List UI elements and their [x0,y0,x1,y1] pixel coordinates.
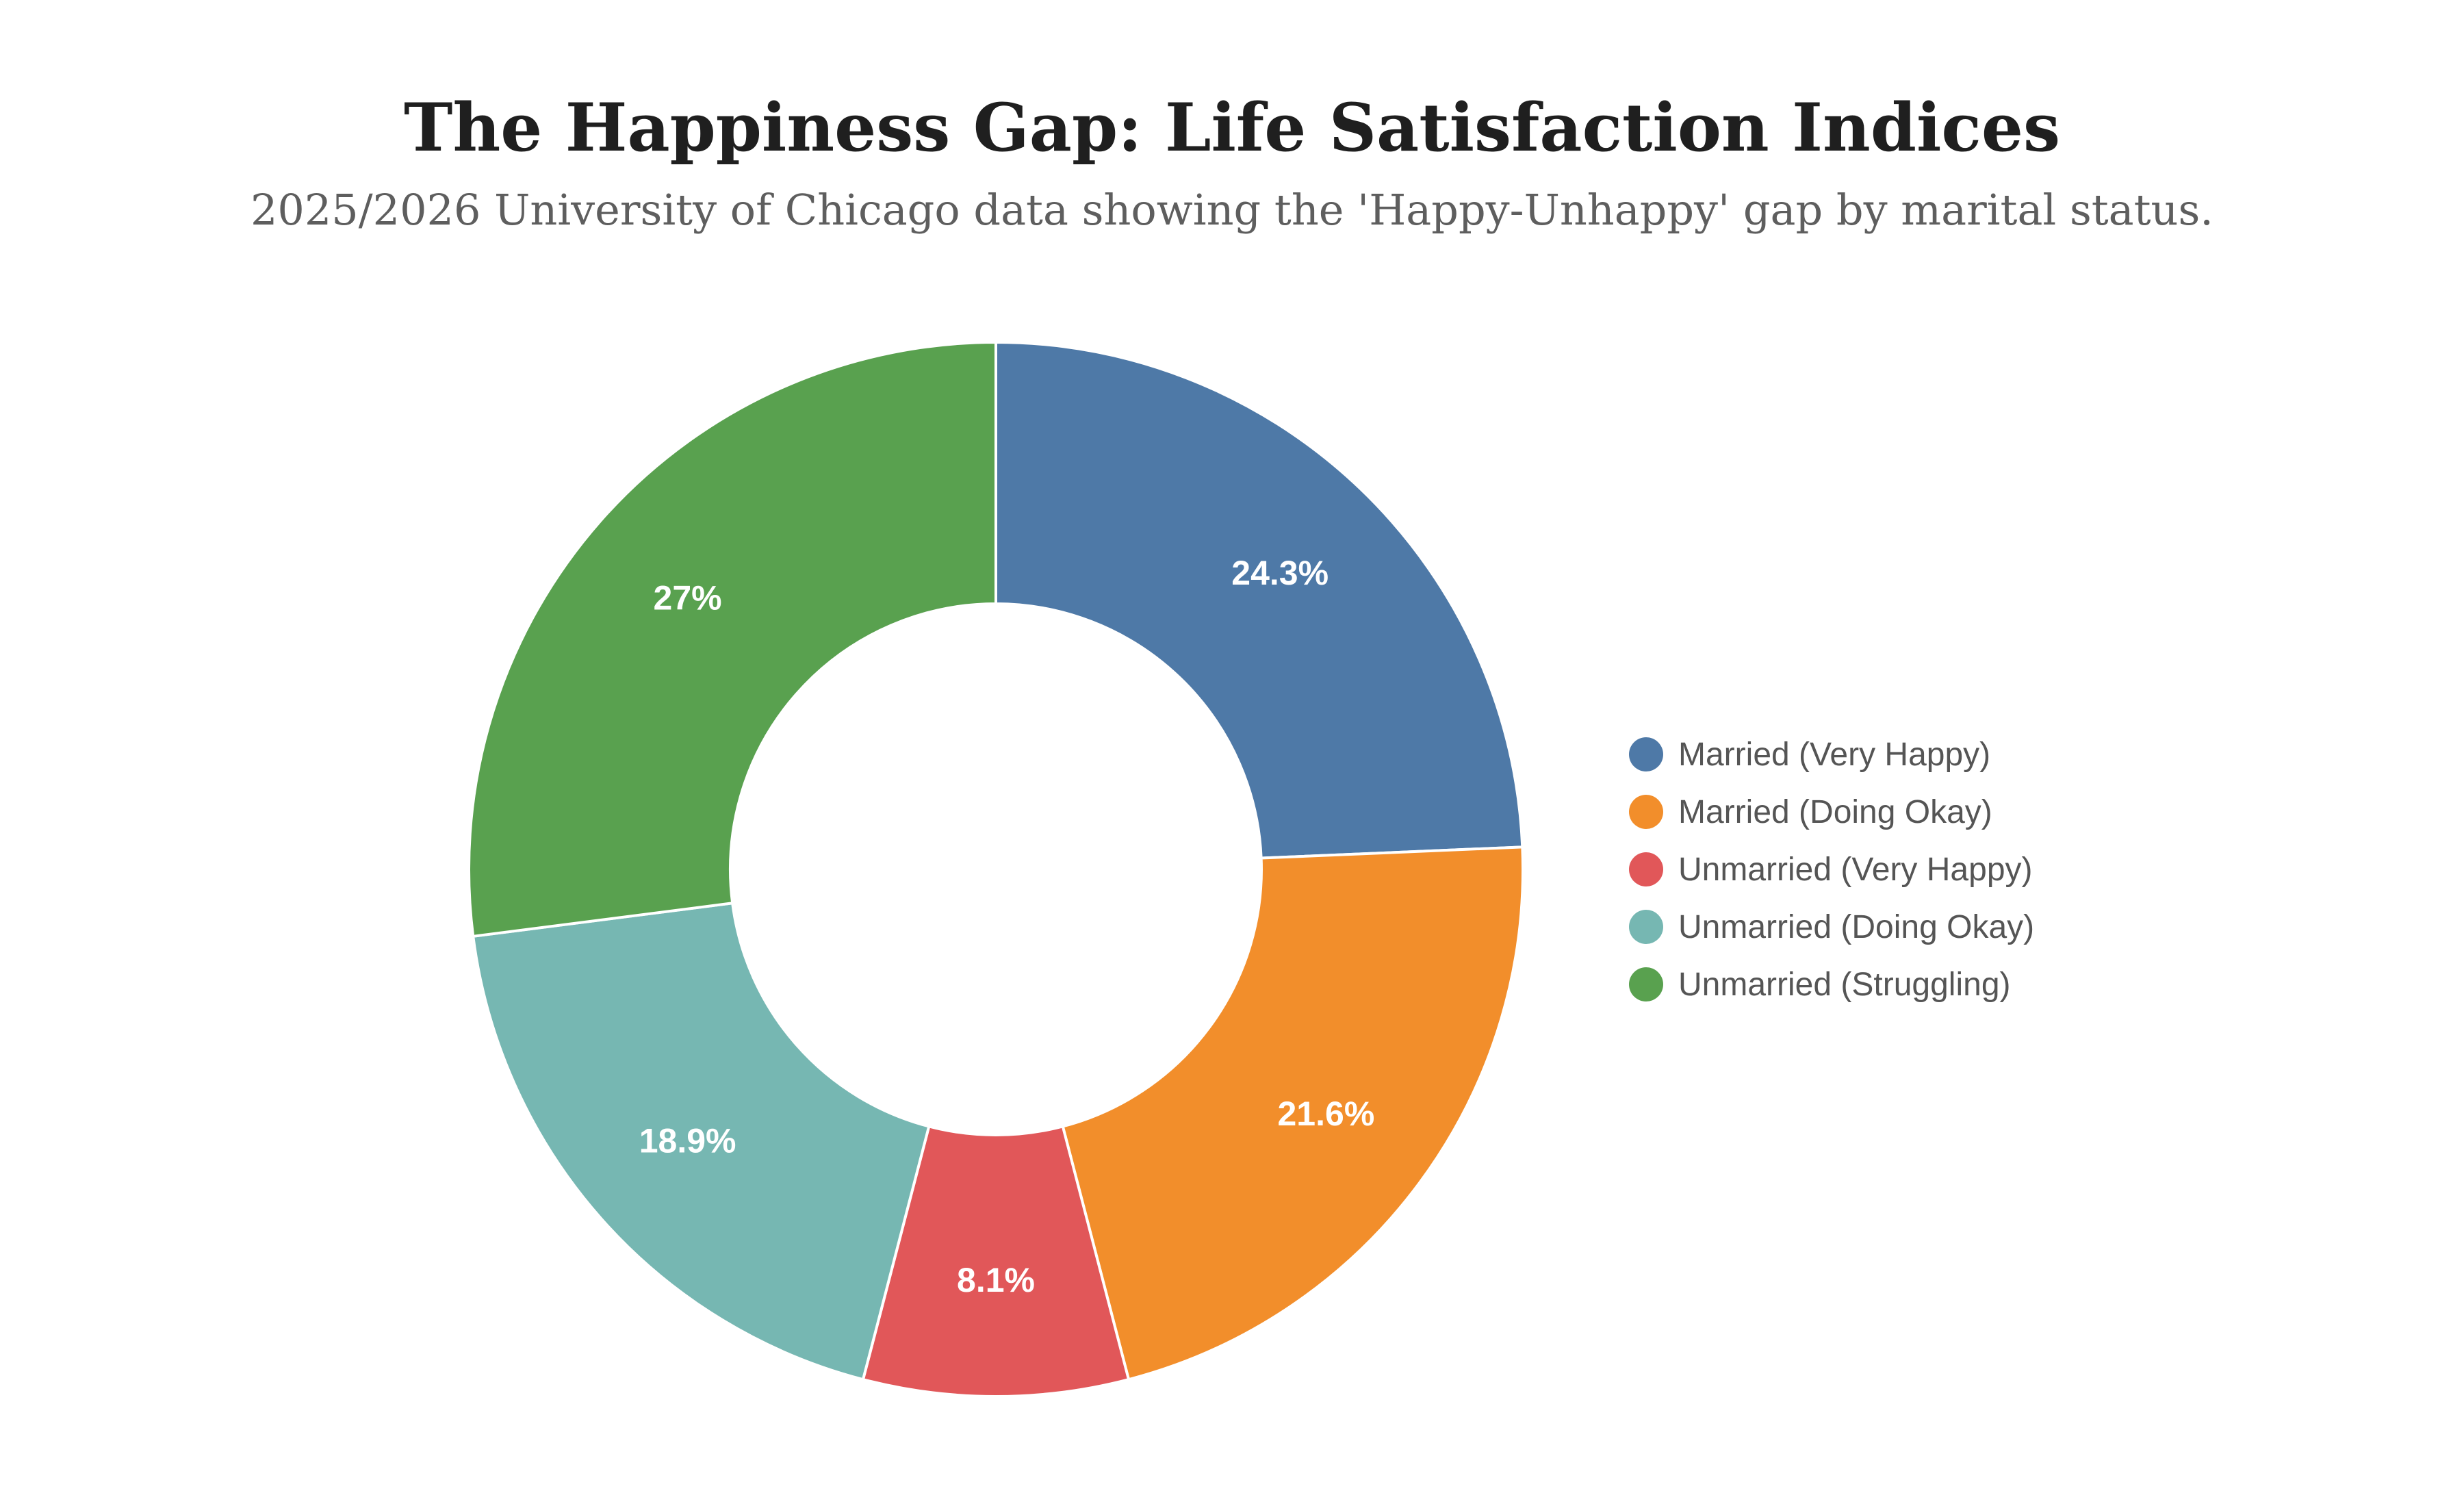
legend-swatch [1629,852,1663,886]
legend-item[interactable]: Unmarried (Doing Okay) [1629,898,2034,956]
legend-swatch [1629,737,1663,771]
chart-subtitle: 2025/2026 University of Chicago data sho… [250,185,2214,235]
slice-label: 18.9% [639,1121,736,1160]
slices-group [467,340,1524,1398]
legend-swatch [1629,795,1663,829]
chart-title: The Happiness Gap: Life Satisfaction Ind… [404,89,2060,166]
legend-label: Unmarried (Doing Okay) [1678,908,2035,945]
legend-label: Unmarried (Struggling) [1678,966,2011,1003]
legend-label: Married (Very Happy) [1678,736,1991,773]
legend-swatch [1629,967,1663,1001]
slice-labels-group: 24.3% 21.6% 8.1% 18.9% 27% [639,554,1375,1299]
slice-unmarried-doing-okay[interactable] [471,902,931,1381]
legend: Married (Very Happy) Married (Doing Okay)… [1629,726,2034,1013]
legend-swatch [1629,910,1663,944]
slice-label: 24.3% [1231,554,1329,592]
slice-unmarried-struggling[interactable] [467,340,997,939]
legend-label: Married (Doing Okay) [1678,793,1992,830]
legend-item[interactable]: Married (Doing Okay) [1629,783,2034,841]
legend-item[interactable]: Married (Very Happy) [1629,726,2034,783]
slice-label: 27% [654,579,722,617]
slice-married-very-happy[interactable] [994,340,1524,860]
slice-label: 21.6% [1278,1095,1375,1133]
legend-label: Unmarried (Very Happy) [1678,851,2033,888]
legend-item[interactable]: Unmarried (Very Happy) [1629,841,2034,898]
legend-item[interactable]: Unmarried (Struggling) [1629,956,2034,1013]
slice-married-doing-okay[interactable] [1061,845,1524,1381]
slice-label: 8.1% [957,1261,1035,1299]
